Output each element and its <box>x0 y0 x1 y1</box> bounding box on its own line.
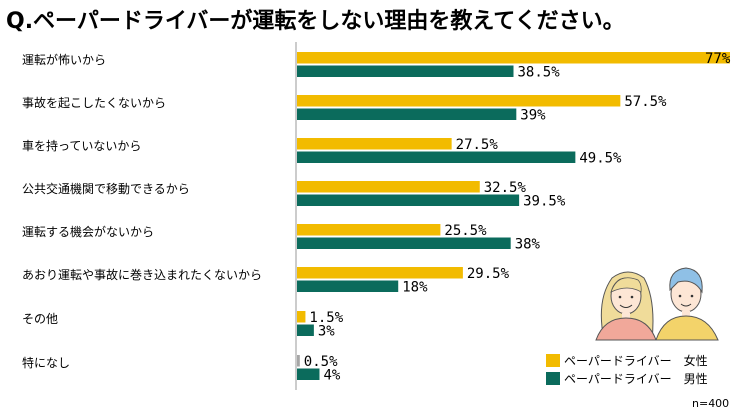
man-illustration-icon <box>655 267 719 341</box>
bar-female <box>297 311 306 323</box>
category-label: 事故を起こしたくないから <box>22 95 166 110</box>
legend-label-female: ペーパードライバー 女性 <box>564 353 708 368</box>
bar-male <box>297 324 314 336</box>
bar-male <box>297 151 576 163</box>
sample-size-note: n=400 <box>692 397 729 410</box>
category-labels: 運転が怖いから事故を起こしたくないから車を持っていないから公共交通機関で移動でき… <box>22 52 262 370</box>
bar-male <box>297 108 517 120</box>
bar-female <box>297 267 463 279</box>
bar-female <box>297 355 300 367</box>
category-label: 運転が怖いから <box>22 52 106 67</box>
value-label-female: 0.5% <box>304 354 338 370</box>
category-label: あおり運転や事故に巻き込まれたくないから <box>22 267 262 282</box>
value-label-female: 29.5% <box>467 266 510 282</box>
value-label-male: 3% <box>318 324 335 340</box>
bar-male <box>297 65 514 77</box>
value-label-female: 57.5% <box>624 94 667 110</box>
value-label-male: 38% <box>515 237 541 253</box>
value-label-female: 77% <box>705 51 731 67</box>
value-label-male: 18% <box>402 280 428 296</box>
value-label-male: 49.5% <box>579 151 622 167</box>
value-label-female: 25.5% <box>444 223 487 239</box>
legend-swatch-female <box>546 354 560 367</box>
value-label-female: 32.5% <box>484 180 527 196</box>
legend-swatch-male <box>546 372 560 385</box>
category-label: 特になし <box>22 355 70 370</box>
bar-female <box>297 52 730 64</box>
chart-title: Q.ペーパードライバーが運転をしない理由を教えてください。 <box>6 8 625 34</box>
category-label: 車を持っていないから <box>22 138 141 153</box>
bar-male <box>297 237 511 249</box>
bar-male <box>297 368 320 380</box>
legend-label-male: ペーパードライバー 男性 <box>564 372 708 386</box>
bar-female <box>297 95 621 107</box>
bars <box>297 52 730 380</box>
category-label: 公共交通機関で移動できるから <box>22 181 190 196</box>
bar-female <box>297 224 441 236</box>
value-label-male: 4% <box>323 368 340 384</box>
value-label-male: 38.5% <box>518 65 561 81</box>
bar-female <box>297 138 452 150</box>
value-labels: 77% 38.5% 57.5% 39% 27.5% 49.5% 32.5%39.5% 25.5… <box>304 51 731 384</box>
category-label: 運転する機会がないから <box>22 224 154 239</box>
value-label-male: 39.5% <box>523 194 566 210</box>
value-label-female: 1.5% <box>309 310 343 326</box>
bar-female <box>297 181 480 193</box>
category-label: その他 <box>22 312 58 326</box>
value-label-female: 27.5% <box>456 137 499 153</box>
woman-illustration-icon <box>595 271 657 341</box>
bar-male <box>297 280 399 292</box>
bar-male <box>297 194 520 206</box>
value-label-male: 39% <box>520 108 546 124</box>
